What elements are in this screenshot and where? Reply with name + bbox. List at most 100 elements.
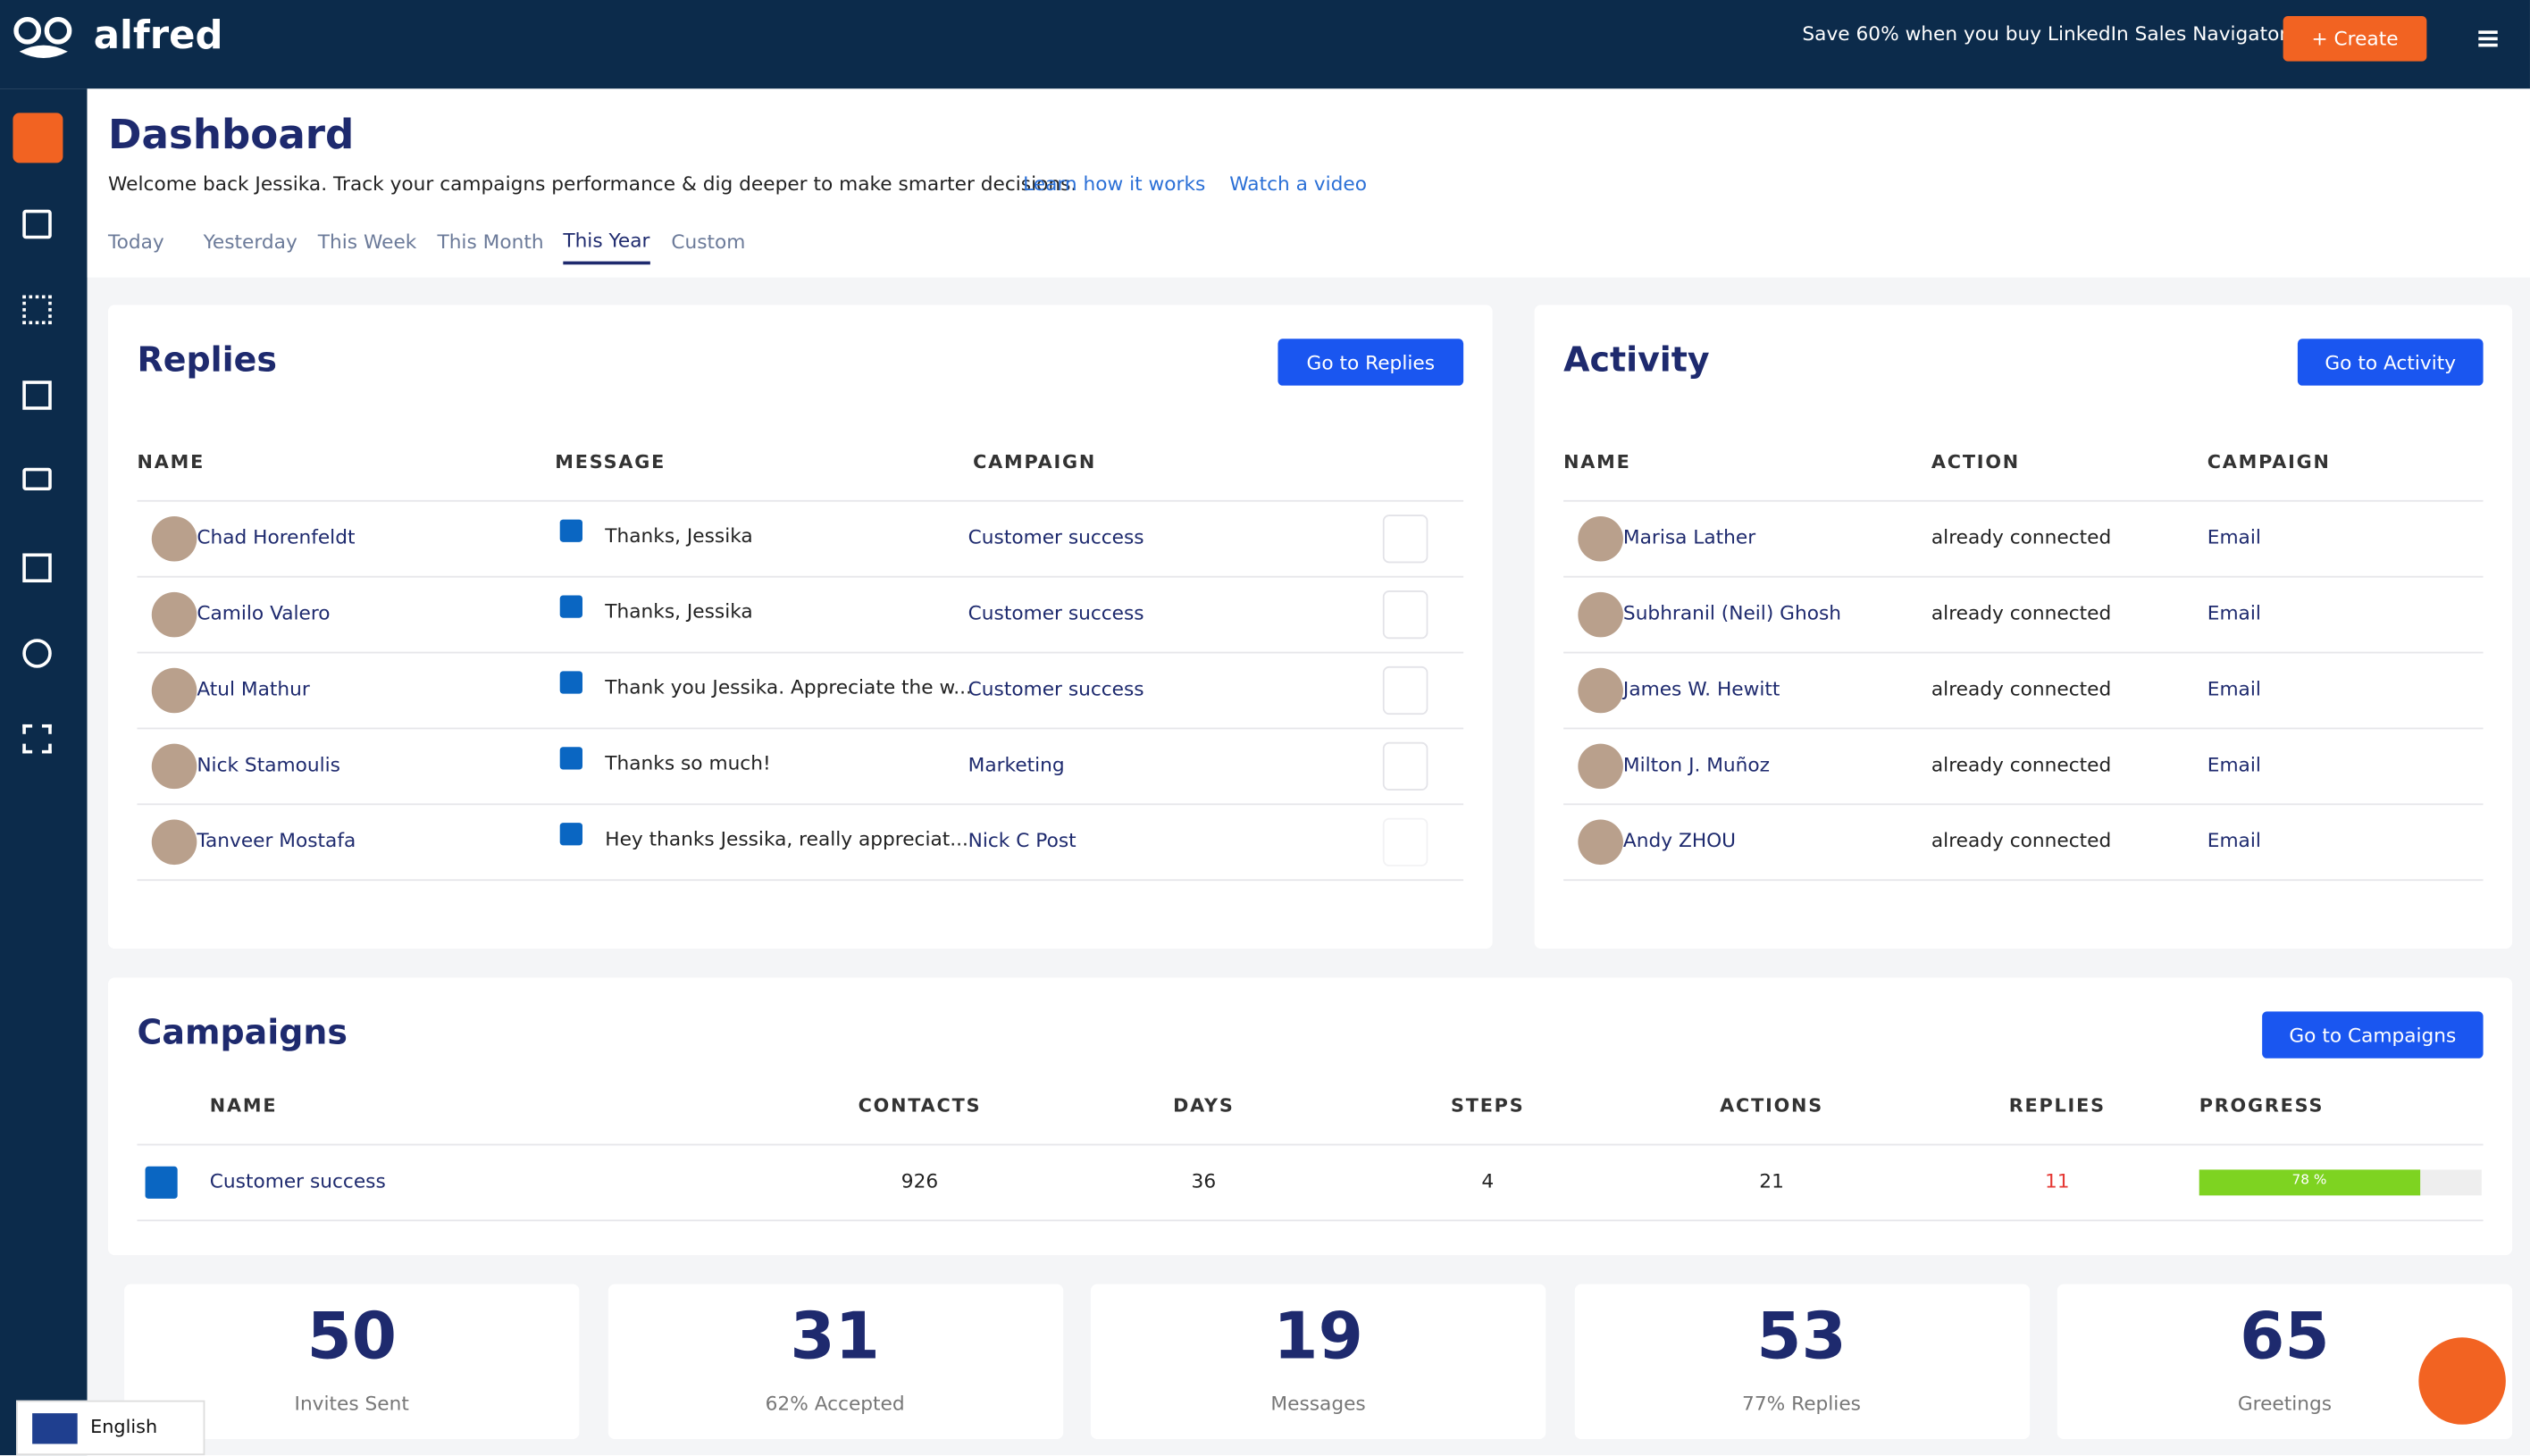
nav-contacts[interactable] <box>22 209 52 239</box>
column-header: NAME <box>1563 449 1631 473</box>
reply-button[interactable] <box>1382 590 1428 640</box>
stat-card: 50 Invites Sent <box>124 1284 580 1440</box>
tab[interactable]: This Month <box>437 230 544 254</box>
column-header: NAME <box>209 1093 278 1117</box>
reply-button[interactable] <box>1382 515 1428 564</box>
cell[interactable]: Email <box>2207 601 2261 624</box>
cell[interactable]: Customer success <box>968 601 1144 624</box>
stat-label: 77% Replies <box>1742 1392 1861 1415</box>
linkedin-icon <box>559 595 583 618</box>
contact-name[interactable]: Marisa Lather <box>1622 525 1756 549</box>
stat-label: 62% Accepted <box>765 1392 905 1415</box>
cell[interactable]: Email <box>2207 829 2261 852</box>
language: English <box>90 1414 158 1438</box>
avatar <box>1578 515 1623 562</box>
learn-link[interactable]: Learn how it works <box>1023 172 1206 196</box>
progress-fill: 78 % <box>2199 1169 2420 1196</box>
table-row: Milton J. Muñoz already connected Email <box>1563 727 2484 804</box>
video-link[interactable]: Watch a video <box>1229 172 1367 196</box>
column-header: REPLIES <box>2008 1093 2106 1117</box>
cell: already connected <box>1931 601 2112 624</box>
create-button[interactable]: + Create <box>2283 16 2427 62</box>
card-button[interactable]: Go to Activity <box>2297 339 2484 386</box>
cell[interactable]: Nick C Post <box>968 829 1077 852</box>
column-header: CONTACTS <box>858 1093 982 1117</box>
table-row: Andy ZHOU already connected Email <box>1563 803 2484 882</box>
avatar <box>1578 743 1623 790</box>
column-header: PROGRESS <box>2199 1093 2325 1117</box>
language-selector[interactable]: English <box>16 1400 205 1456</box>
cell: Thank you Jessika. Appreciate the w... <box>605 675 972 699</box>
table-row: Customer success 926 36 4 21 11 78 % <box>137 1143 2484 1222</box>
welcome: Welcome back Jessika. Track your campaig… <box>108 172 1077 196</box>
column-header: MESSAGE <box>555 449 666 473</box>
replies-card: Replies Go to Replies NAME MESSAGE CAMPAIGN C… <box>108 305 1493 949</box>
contact-name[interactable]: Milton J. Muñoz <box>1622 753 1771 776</box>
contact-name[interactable]: Nick Stamoulis <box>197 753 340 776</box>
tab[interactable]: This Week <box>317 230 417 254</box>
avatar <box>1578 591 1623 638</box>
contact-name[interactable]: Chad Horenfeldt <box>197 525 356 549</box>
header: alfred Save 60% when you buy LinkedIn Sa… <box>0 0 2530 89</box>
card-title: Replies <box>137 340 277 380</box>
cell[interactable]: Email <box>2207 677 2261 700</box>
linkedin-icon <box>559 823 583 846</box>
cell[interactable]: Customer success <box>968 677 1144 700</box>
table-row: James W. Hewitt already connected Email <box>1563 651 2484 728</box>
card-title: Activity <box>1563 340 1710 380</box>
nav-campaigns[interactable] <box>22 381 52 410</box>
tab[interactable]: Today <box>108 230 164 254</box>
cell: Thanks, Jessika <box>605 523 753 548</box>
linkedin-icon <box>559 747 583 770</box>
stat-value: 31 <box>790 1300 880 1375</box>
stat-label: Greetings <box>2237 1392 2333 1415</box>
stat-card: 31 62% Accepted <box>607 1284 1063 1440</box>
cell: 4 <box>1481 1169 1495 1192</box>
sidebar <box>0 88 88 1456</box>
nav-templates[interactable] <box>22 553 52 583</box>
tab[interactable]: This Year <box>563 229 650 265</box>
table-row: Subhranil (Neil) Ghosh already connected E… <box>1563 575 2484 652</box>
cell[interactable]: Email <box>2207 753 2261 776</box>
chat-button[interactable] <box>2418 1337 2506 1425</box>
brand: alfred <box>93 13 223 59</box>
contact-name[interactable]: Tanveer Mostafa <box>197 829 356 852</box>
avatar <box>1578 819 1623 866</box>
contact-name[interactable]: Atul Mathur <box>197 677 310 700</box>
logo <box>13 16 72 59</box>
contact-name[interactable]: Andy ZHOU <box>1622 829 1737 852</box>
table-row: Chad Horenfeldt Thanks, Jessika Customer s… <box>137 499 1464 576</box>
tab[interactable]: Yesterday <box>203 230 297 254</box>
card-button[interactable]: Go to Campaigns <box>2262 1011 2484 1059</box>
table-row: Nick Stamoulis Thanks so much! Marketing <box>137 727 1464 804</box>
cell: 926 <box>901 1169 939 1192</box>
avatar <box>151 667 197 714</box>
tab[interactable]: Custom <box>671 230 746 254</box>
card-title: Campaigns <box>137 1013 348 1052</box>
reply-button[interactable] <box>1382 741 1428 791</box>
nav-inbox[interactable] <box>22 467 52 491</box>
nav-network[interactable] <box>22 639 52 668</box>
menu-icon[interactable] <box>2478 29 2498 49</box>
nav-dashboard[interactable] <box>13 113 63 163</box>
cell[interactable]: Customer success <box>968 525 1144 549</box>
stat-value: 53 <box>1756 1300 1847 1375</box>
contact-name[interactable]: Subhranil (Neil) Ghosh <box>1622 601 1842 624</box>
reply-button[interactable] <box>1382 665 1428 715</box>
cell[interactable]: Marketing <box>968 753 1065 776</box>
column-header: ACTIONS <box>1720 1093 1824 1117</box>
nav-apps[interactable] <box>22 295 52 325</box>
cell[interactable]: Email <box>2207 525 2261 549</box>
card-button[interactable]: Go to Replies <box>1278 339 1464 386</box>
reply-button[interactable] <box>1382 817 1428 866</box>
promo[interactable]: Save 60% when you buy LinkedIn Sales Nav… <box>1802 22 2288 46</box>
cell: already connected <box>1931 525 2112 549</box>
table-row: Tanveer Mostafa Hey thanks Jessika, reall… <box>137 803 1464 882</box>
campaign-name[interactable]: Customer success <box>209 1169 386 1192</box>
cell: 36 <box>1191 1169 1217 1192</box>
contact-name[interactable]: James W. Hewitt <box>1622 677 1780 700</box>
contact-name[interactable]: Camilo Valero <box>197 601 331 624</box>
nav-integrations[interactable] <box>22 724 52 754</box>
cell: Hey thanks Jessika, really appreciat... <box>605 827 968 850</box>
